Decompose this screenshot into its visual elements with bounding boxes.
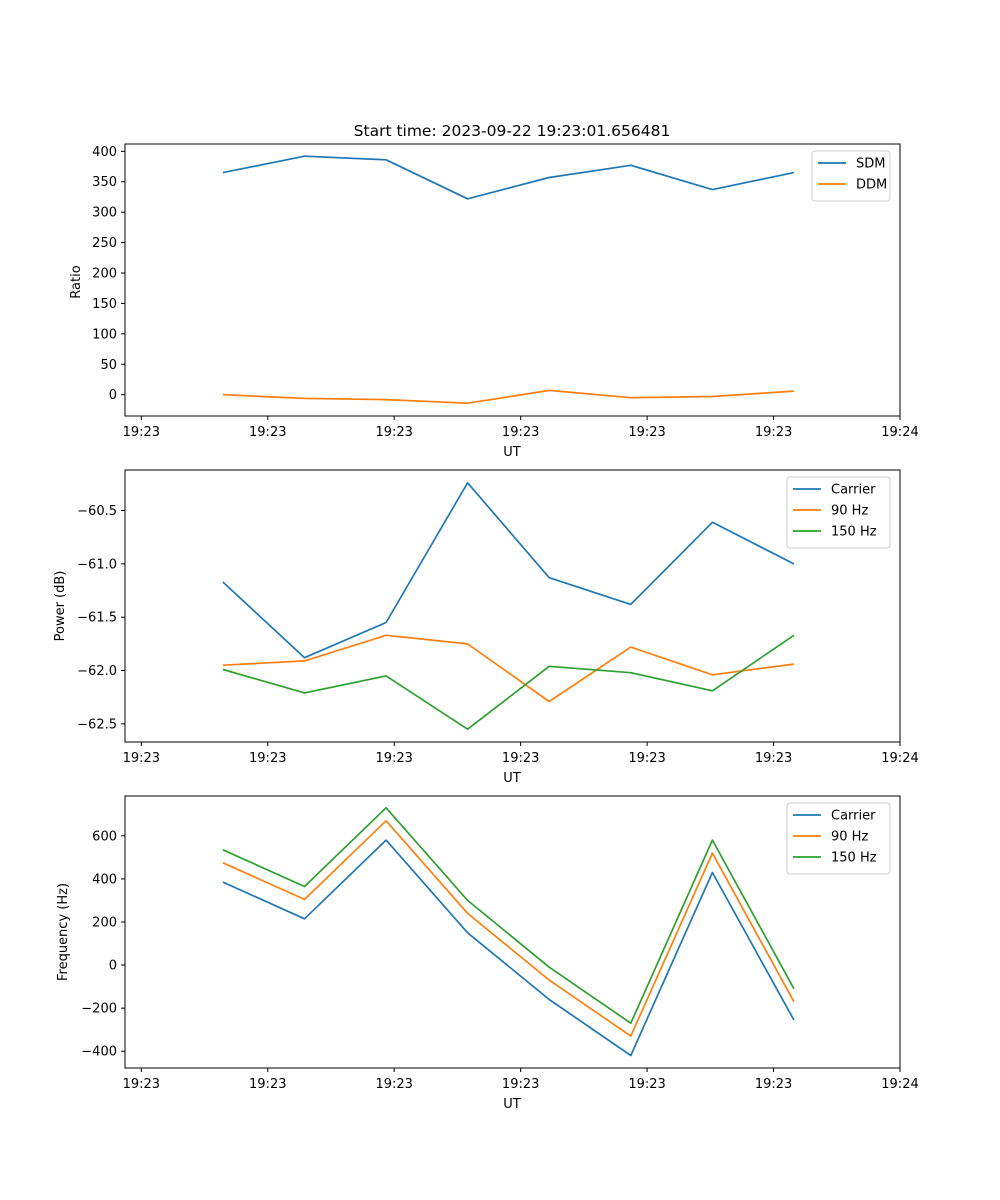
ratio-y-axis-label: Ratio bbox=[69, 265, 84, 298]
power-legend-label-carrier: Carrier bbox=[831, 483, 876, 498]
frequency-x-tick-label: 19:23 bbox=[375, 1077, 412, 1092]
frequency-series-90-hz bbox=[222, 819, 795, 1037]
ratio-x-axis-label: UT bbox=[503, 445, 521, 460]
figure-title: Start time: 2023-09-22 19:23:01.656481 bbox=[354, 122, 671, 140]
power-y-tick-label: −62.5 bbox=[77, 717, 117, 732]
frequency-x-tick-label: 19:23 bbox=[755, 1077, 792, 1092]
frequency-y-tick-label: 200 bbox=[92, 915, 117, 930]
ratio-x-tick-label: 19:23 bbox=[628, 425, 665, 440]
power-legend-label-90-hz: 90 Hz bbox=[831, 504, 868, 519]
frequency-series-150-hz bbox=[222, 806, 795, 1025]
ratio-x-tick-label: 19:23 bbox=[375, 425, 412, 440]
power-y-tick-label: −61.0 bbox=[77, 557, 117, 572]
power-x-tick-label: 19:23 bbox=[375, 751, 412, 766]
ratio-x-tick-label: 19:23 bbox=[249, 425, 286, 440]
frequency-y-tick-label: 0 bbox=[109, 959, 117, 974]
ratio-y-tick-label: 50 bbox=[100, 358, 117, 373]
ratio-y-tick-label: 150 bbox=[92, 297, 117, 312]
frequency-series-carrier bbox=[222, 839, 795, 1057]
power-y-tick-label: −60.5 bbox=[77, 504, 117, 519]
ratio-series-ddm bbox=[222, 389, 794, 405]
frequency-panel: UT Frequency (Hz) 19:23 19:23 19:23 19:23 19… bbox=[56, 795, 919, 1112]
frequency-y-tick-label: 600 bbox=[92, 829, 117, 844]
frequency-legend: Carrier 90 Hz 150 Hz bbox=[786, 802, 891, 875]
power-x-tick-label: 19:23 bbox=[249, 751, 286, 766]
power-x-tick-label: 19:23 bbox=[628, 751, 665, 766]
ratio-legend-label-ddm: DDM bbox=[856, 178, 887, 193]
frequency-legend-label-carrier: Carrier bbox=[831, 809, 876, 824]
ratio-legend: SDM DDM bbox=[811, 150, 891, 202]
ratio-x-tick-label: 19:23 bbox=[755, 425, 792, 440]
power-x-tick-label: 19:23 bbox=[502, 751, 539, 766]
power-x-tick-label: 19:23 bbox=[123, 751, 160, 766]
power-y-tick-label: −61.5 bbox=[77, 611, 117, 626]
frequency-x-tick-label: 19:23 bbox=[249, 1077, 286, 1092]
power-x-tick-label: 19:24 bbox=[881, 751, 918, 766]
power-x-tick-label: 19:23 bbox=[755, 751, 792, 766]
ratio-y-tick-label: 250 bbox=[92, 236, 117, 251]
frequency-y-axis-label: Frequency (Hz) bbox=[56, 883, 71, 981]
frequency-x-axis-label: UT bbox=[503, 1097, 521, 1112]
ratio-x-tick-label: 19:23 bbox=[502, 425, 539, 440]
frequency-axes-frame bbox=[124, 795, 901, 1069]
power-x-axis-label: UT bbox=[503, 771, 521, 786]
power-series-90-hz bbox=[222, 634, 795, 703]
frequency-legend-label-150-hz: 150 Hz bbox=[831, 851, 877, 866]
frequency-x-tick-label: 19:23 bbox=[628, 1077, 665, 1092]
power-y-tick-label: −62.0 bbox=[77, 664, 117, 679]
frequency-x-tick-label: 19:24 bbox=[881, 1077, 918, 1092]
frequency-y-tick-label: −400 bbox=[81, 1045, 117, 1060]
frequency-x-tick-label: 19:23 bbox=[123, 1077, 160, 1092]
ratio-y-tick-label: 300 bbox=[92, 206, 117, 221]
power-legend-label-150-hz: 150 Hz bbox=[831, 525, 877, 540]
ratio-y-tick-label: 100 bbox=[92, 327, 117, 342]
frequency-x-tick-label: 19:23 bbox=[502, 1077, 539, 1092]
power-series-carrier bbox=[222, 481, 795, 659]
power-series-150-hz bbox=[222, 634, 795, 731]
frequency-legend-label-90-hz: 90 Hz bbox=[831, 830, 868, 845]
ratio-y-tick-label: 350 bbox=[92, 175, 117, 190]
power-legend: Carrier 90 Hz 150 Hz bbox=[786, 476, 891, 549]
ratio-y-tick-label: 400 bbox=[92, 145, 117, 160]
ratio-panel: UT Ratio 19:23 19:23 19:23 19:23 19:23 19:23 1… bbox=[69, 143, 919, 460]
power-axes-frame bbox=[124, 469, 901, 743]
power-panel: UT Power (dB) 19:23 19:23 19:23 19:23 19:23 1… bbox=[53, 469, 919, 786]
ratio-series-sdm bbox=[222, 155, 795, 200]
ratio-legend-label-sdm: SDM bbox=[856, 157, 885, 172]
ratio-x-tick-label: 19:24 bbox=[881, 425, 918, 440]
frequency-y-tick-label: −200 bbox=[81, 1002, 117, 1017]
ratio-y-tick-label: 200 bbox=[92, 267, 117, 282]
frequency-y-tick-label: 400 bbox=[92, 872, 117, 887]
power-y-axis-label: Power (dB) bbox=[53, 571, 68, 642]
ratio-axes-frame bbox=[124, 143, 901, 417]
ratio-y-tick-label: 0 bbox=[109, 388, 117, 403]
ratio-x-tick-label: 19:23 bbox=[123, 425, 160, 440]
